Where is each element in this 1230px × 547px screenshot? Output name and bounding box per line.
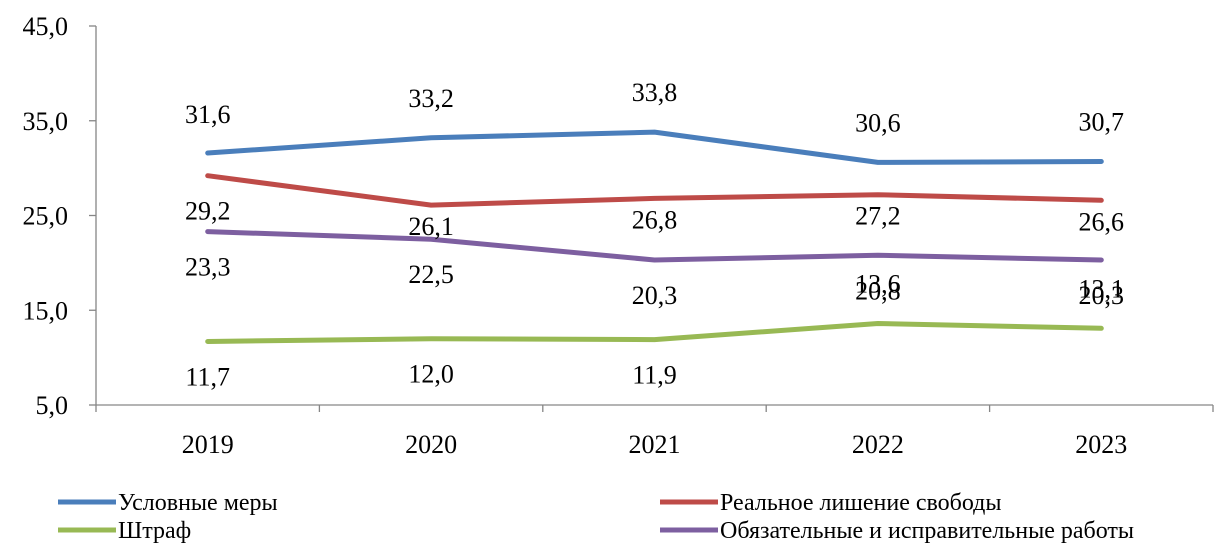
series-line-1 [205,129,1104,165]
data-label: 31,6 [185,100,231,129]
data-labels: 31,6 33,2 33,8 30,6 30,7 29,2 26,1 26,8 27,2 26,6… [185,78,1124,391]
data-label: 26,8 [632,205,678,234]
data-label: 30,6 [855,108,901,137]
y-tick-label: 35,0 [23,107,69,136]
axes: 5,0 15,0 25,0 35,0 45,0 2019 2020 2021 2022 2023 [23,12,1214,459]
x-tick-label: 2020 [405,430,457,459]
data-label: 20,3 [632,281,678,310]
data-label: 26,1 [408,212,454,241]
series-lines [205,129,1104,344]
data-label: 13,1 [1079,274,1125,303]
y-tick-label: 45,0 [23,12,69,41]
series-line-3 [205,321,1104,344]
legend-item: Обязательные и исправительные работы [660,518,1134,544]
y-tick-label: 25,0 [23,202,69,231]
legend-item: Штраф [58,518,191,544]
data-label: 20,3 [1079,281,1125,310]
legend-item: Реальное лишение свободы [660,490,1002,516]
legend-label: Условные меры [118,490,278,516]
data-label: 11,9 [632,361,677,390]
data-label: 30,7 [1079,107,1125,136]
data-label: 33,2 [408,84,454,113]
x-tick-label: 2023 [1075,430,1127,459]
legend: Условные меры Реальное лишение свободы Штр… [58,490,1134,544]
y-tick-label: 5,0 [36,391,69,420]
x-tick-label: 2021 [629,430,681,459]
data-label: 27,2 [855,202,901,231]
data-label: 11,7 [185,363,230,392]
series-line-4 [205,229,1104,263]
x-tick-label: 2022 [852,430,904,459]
data-label: 20,8 [855,276,901,305]
data-label: 23,3 [185,253,231,282]
legend-label: Реальное лишение свободы [720,490,1002,516]
data-label: 22,5 [408,260,454,289]
series-line-2 [205,173,1104,208]
data-label: 26,6 [1079,207,1125,236]
legend-label: Обязательные и исправительные работы [720,518,1134,544]
legend-item: Условные меры [58,490,278,516]
x-tick-label: 2019 [182,430,234,459]
data-label: 12,0 [408,360,454,389]
data-label: 33,8 [632,78,678,107]
y-tick-label: 15,0 [23,296,69,325]
legend-label: Штраф [118,518,191,544]
data-label: 29,2 [185,197,231,226]
data-label: 13,6 [855,270,901,299]
